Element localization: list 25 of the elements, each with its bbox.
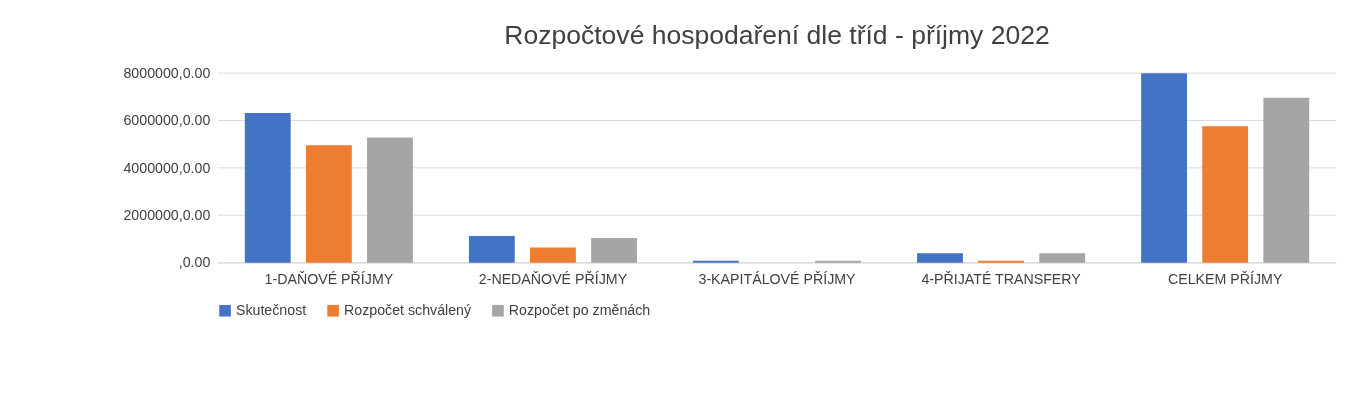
x-tick-label: 1-DAŇOVÉ PŘÍJMY xyxy=(264,270,394,287)
bar xyxy=(367,137,413,263)
chart-title: Rozpočtové hospodaření dle tříd - příjmy 2022 xyxy=(504,19,1050,50)
bar xyxy=(1263,97,1310,263)
bar xyxy=(305,145,352,263)
legend-label: Skutečnost xyxy=(235,302,307,319)
x-tick-label: 2-NEDAŇOVÉ PŘÍJMY xyxy=(478,270,628,287)
bar xyxy=(1202,126,1249,263)
text: 8000000,0.00 xyxy=(123,64,211,81)
x-tick-label: 3-KAPITÁLOVÉ PŘÍJMY xyxy=(698,270,857,287)
x-tick-label: CELKEM PŘÍJMY xyxy=(1167,270,1283,287)
bar xyxy=(917,253,963,263)
bar xyxy=(1141,73,1187,263)
bar xyxy=(530,247,576,263)
bar xyxy=(244,112,291,263)
text: 4000000,0.00 xyxy=(123,159,211,176)
legend-label: Rozpočet schválený xyxy=(343,302,472,319)
bar xyxy=(468,236,515,263)
bar xyxy=(591,238,637,263)
text: 2000000,0.00 xyxy=(123,207,211,224)
legend-label: Rozpočet po změnách xyxy=(508,302,651,319)
text: ,0.00 xyxy=(178,254,211,271)
text: 6000000,0.00 xyxy=(123,112,211,129)
bar xyxy=(1039,253,1086,263)
x-tick-label: 4-PŘIJATÉ TRANSFERY xyxy=(921,270,1082,287)
